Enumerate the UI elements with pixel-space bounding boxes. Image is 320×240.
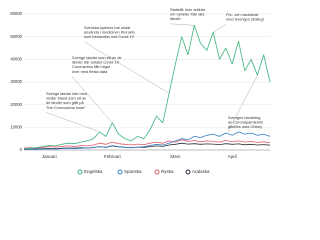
x-tick-label: Februari (104, 154, 121, 159)
legend-swatch (77, 169, 83, 175)
annotation-text: jämförs med Ohbey (227, 124, 262, 129)
y-tick-label: 60000 (10, 11, 22, 16)
annotation-text: Statistik över artiklar (170, 7, 206, 12)
annotation-text: som behandlat mot Covid-19 (84, 34, 134, 39)
chart: 0 10000 20000 30000 40000 50000 60000 Januari Fe… (10, 7, 271, 175)
y-tick-label: 0 (20, 147, 23, 152)
x-tick-label: Mars (170, 154, 181, 159)
annotation-text: För- och nackdelar (226, 12, 259, 17)
legend-swatch (185, 169, 191, 175)
series-line (23, 24, 271, 150)
annotation-text: nivåer bland som ett av (46, 96, 86, 101)
annotation-pointer (83, 41, 170, 94)
legend-swatch (154, 169, 160, 175)
legend-label: Ryska (161, 169, 174, 174)
y-tick-label: 50000 (10, 34, 22, 39)
series-line (23, 131, 271, 150)
series-line (23, 139, 271, 149)
x-tick-label: Januari (42, 154, 57, 159)
annotation-text: med Sveriges strategi (226, 17, 264, 22)
annotation-text: de länder som gått på (46, 100, 84, 105)
annotation-text: Svenska sjukhus har slutat (84, 25, 131, 30)
annotation-text: om nyheter från alla (170, 12, 205, 17)
y-tick-label: 20000 (10, 102, 22, 107)
annotation-text: av Coronapandemin (228, 120, 263, 125)
page: 0 10000 20000 30000 40000 50000 60000 Januari Fe… (10, 7, 271, 175)
annotation-text: länder där antalet Covid-19 (72, 60, 119, 65)
annotation-pointer (213, 24, 227, 33)
annotation-text: länder (170, 16, 182, 21)
legend-label: Engelska (84, 169, 103, 174)
legend-label: Spanska (124, 169, 142, 174)
legend-swatch (117, 169, 123, 175)
annotation-text: Coronavirus fått högst (72, 64, 111, 69)
annotation-pointer (227, 75, 258, 132)
y-tick-label: 40000 (10, 56, 22, 61)
y-tick-label: 10000 (10, 124, 22, 129)
annotation-text: Sverige laddar som ett av de (72, 55, 122, 60)
annotation-text: över med flesta data (72, 69, 108, 74)
y-tick-label: 30000 (10, 79, 22, 84)
x-tick-label: April (228, 154, 237, 159)
annotation-pointer (45, 112, 100, 133)
annotation-pointer (169, 23, 195, 26)
annotation-text: Sverige laddar inte med (46, 91, 87, 96)
annotation-pointer (71, 76, 113, 123)
annotation-text: "the Coronavirus hoax" (46, 105, 86, 110)
annotation-text: använda i medicinen Klorokin (84, 30, 135, 35)
legend-label: Arabiska (192, 169, 210, 174)
annotation-text: Sveriges hantering (228, 115, 260, 120)
